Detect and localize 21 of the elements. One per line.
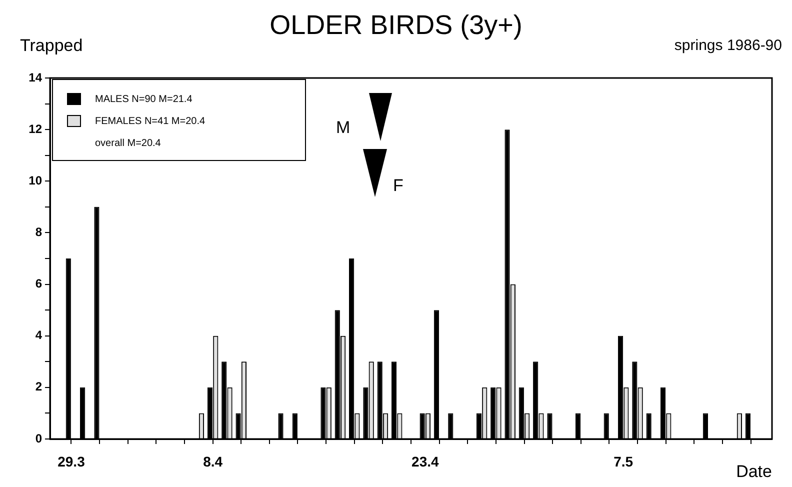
legend-label: MALES N=90 M=21.4 [95,94,192,104]
y-tick-label: 8 [35,225,42,240]
annotation: M [336,118,350,138]
legend-label: FEMALES N=41 M=20.4 [95,116,206,126]
y-tick-label: 12 [28,122,42,136]
y-tick-label: 10 [28,173,42,188]
x-tick-label: 8.4 [203,453,223,470]
y-tick-label: 6 [35,276,42,291]
x-tick-label: 7.5 [614,453,634,470]
y-tick-label: 4 [35,328,42,342]
x-axis-title: Date [736,462,772,482]
y-tick-label: 0 [35,431,42,446]
y-tick-label: 14 [28,70,42,84]
annotation: overall M=20.4 [94,136,162,150]
chart-title: OLDER BIRDS (3y+) [270,10,522,40]
y-tick-label: 2 [35,380,42,394]
annotation: F [393,176,404,196]
x-tick-label: 23.4 [412,453,439,470]
x-tick-label: 29.3 [58,453,86,470]
chart-subtitle: springs 1986-90 [674,37,782,54]
y-axis-title: Trapped [20,36,83,56]
